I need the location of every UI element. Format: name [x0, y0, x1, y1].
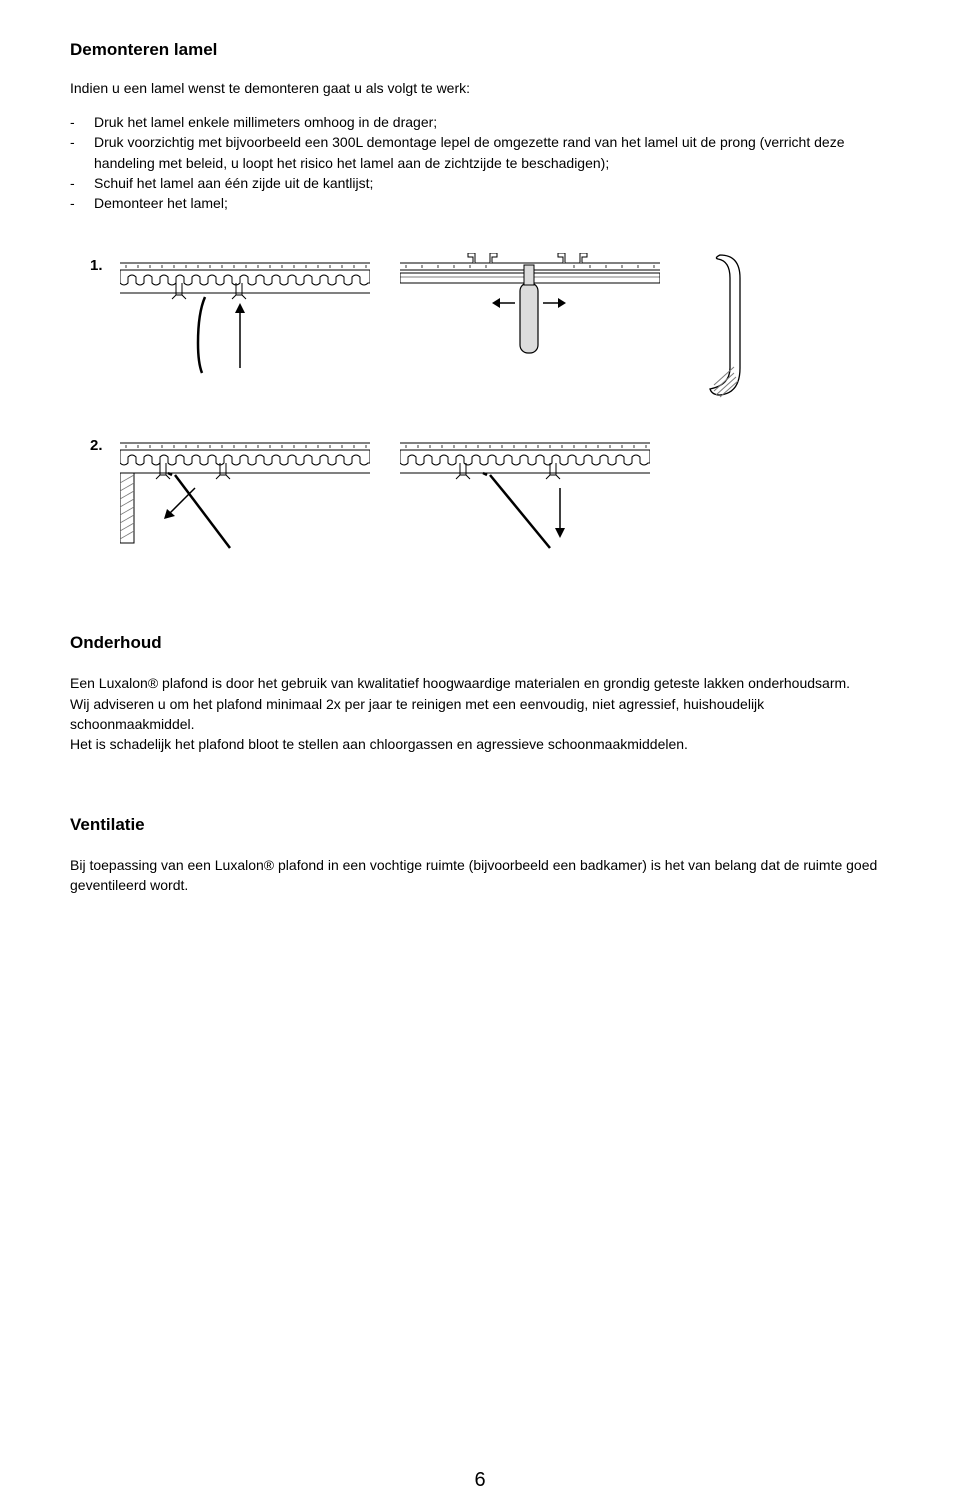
- diagram-row-label: 2.: [90, 433, 120, 454]
- diagram-svg-1c: [690, 253, 760, 403]
- para: Wij adviseren u om het plafond minimaal …: [70, 694, 890, 735]
- bullet-list: - Druk het lamel enkele millimeters omho…: [70, 112, 890, 213]
- diagram-svg-1b: [400, 253, 660, 383]
- diagram-svg-2b: [400, 433, 650, 573]
- heading-onderhoud: Onderhoud: [70, 633, 890, 653]
- diagram-svg-1a: [120, 253, 370, 383]
- para: Het is schadelijk het plafond bloot te s…: [70, 734, 890, 754]
- intro-text: Indien u een lamel wenst te demonteren g…: [70, 80, 890, 96]
- diagram-row-label: 1.: [90, 253, 120, 274]
- bullet-dash: -: [70, 132, 94, 173]
- onderhoud-text: Een Luxalon® plafond is door het gebruik…: [70, 673, 890, 754]
- heading-ventilatie: Ventilatie: [70, 815, 890, 835]
- heading-demonteren: Demonteren lamel: [70, 40, 890, 60]
- diagram-row-2: 2.: [90, 433, 890, 573]
- ventilatie-text: Bij toepassing van een Luxalon® plafond …: [70, 855, 890, 896]
- bullet-text: Druk het lamel enkele millimeters omhoog…: [94, 112, 890, 132]
- para: Een Luxalon® plafond is door het gebruik…: [70, 673, 890, 693]
- bullet-text: Druk voorzichtig met bijvoorbeeld een 30…: [94, 132, 890, 173]
- bullet-item: - Schuif het lamel aan één zijde uit de …: [70, 173, 890, 193]
- diagram-row-1: 1.: [90, 253, 890, 403]
- diagram-svg-2a: [120, 433, 370, 573]
- page-number: 6: [0, 1469, 960, 1492]
- bullet-item: - Demonteer het lamel;: [70, 193, 890, 213]
- bullet-dash: -: [70, 112, 94, 132]
- bullet-item: - Druk het lamel enkele millimeters omho…: [70, 112, 890, 132]
- para: Bij toepassing van een Luxalon® plafond …: [70, 855, 890, 896]
- bullet-text: Schuif het lamel aan één zijde uit de ka…: [94, 173, 890, 193]
- bullet-dash: -: [70, 193, 94, 213]
- bullet-item: - Druk voorzichtig met bijvoorbeeld een …: [70, 132, 890, 173]
- bullet-dash: -: [70, 173, 94, 193]
- diagram: 1.: [90, 253, 890, 573]
- bullet-text: Demonteer het lamel;: [94, 193, 890, 213]
